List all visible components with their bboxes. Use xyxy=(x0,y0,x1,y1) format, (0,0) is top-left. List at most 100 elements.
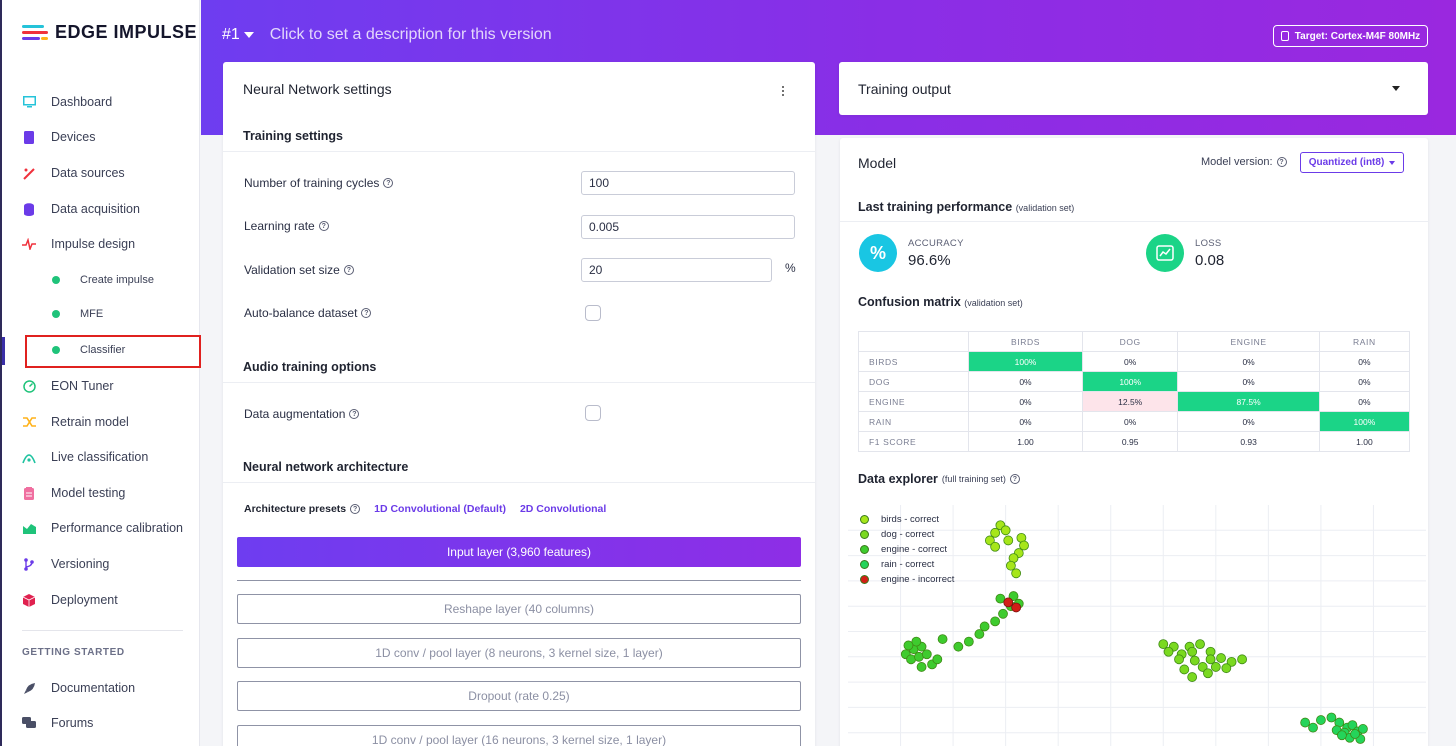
legend-entry[interactable]: birds - correct xyxy=(860,512,954,527)
sidebar-subitem-classifier[interactable]: Classifier xyxy=(52,341,125,359)
scatter-point[interactable] xyxy=(1179,664,1190,675)
sidebar-subitem-mfe[interactable]: MFE xyxy=(52,305,103,323)
help-icon[interactable]: ? xyxy=(350,504,361,514)
conv-layer-1-button[interactable]: 1D conv / pool layer (8 neurons, 3 kerne… xyxy=(237,638,801,668)
scatter-point[interactable] xyxy=(1347,720,1358,731)
scatter-point[interactable] xyxy=(1174,654,1184,665)
help-icon[interactable]: ? xyxy=(343,265,354,275)
sidebar-item-forums[interactable]: Forums xyxy=(22,713,93,733)
scatter-point[interactable] xyxy=(1187,646,1198,657)
help-icon[interactable]: ? xyxy=(383,178,394,188)
scatter-point[interactable] xyxy=(916,662,927,672)
scatter-point[interactable] xyxy=(953,641,964,652)
sidebar-item-eon-tuner[interactable]: EON Tuner xyxy=(22,376,114,396)
scatter-point[interactable] xyxy=(921,649,932,660)
learning-rate-input[interactable]: 0.005 xyxy=(581,215,795,239)
reshape-layer-button[interactable]: Reshape layer (40 columns) xyxy=(237,594,801,624)
legend-entry[interactable]: engine - correct xyxy=(860,542,954,557)
scatter-point[interactable] xyxy=(1000,525,1011,536)
scatter-point[interactable] xyxy=(1326,712,1337,723)
legend-entry[interactable]: dog - correct xyxy=(860,527,954,542)
scatter-point[interactable] xyxy=(990,616,1001,627)
sidebar-item-data-sources[interactable]: Data sources xyxy=(22,163,125,183)
preset-1d-link[interactable]: 1D Convolutional (Default) xyxy=(374,503,506,515)
sidebar-item-model-testing[interactable]: Model testing xyxy=(22,483,125,503)
sidebar-item-live-classification[interactable]: Live classification xyxy=(22,447,148,467)
training-cycles-input[interactable]: 100 xyxy=(581,171,795,195)
version-selector[interactable]: #1 Click to set a description for this v… xyxy=(222,26,552,44)
scatter-point[interactable] xyxy=(1308,722,1318,733)
training-output-card[interactable]: Training output xyxy=(839,62,1428,115)
scatter-point[interactable] xyxy=(1195,639,1205,650)
scatter-point[interactable] xyxy=(990,527,1001,538)
chevron-down-icon[interactable] xyxy=(1392,86,1400,91)
sidebar-item-impulse-design[interactable]: Impulse design xyxy=(22,234,135,254)
augmentation-checkbox[interactable] xyxy=(585,405,601,421)
help-icon[interactable]: ? xyxy=(361,308,372,318)
scatter-point[interactable] xyxy=(937,634,948,644)
validation-size-input[interactable]: 20 xyxy=(581,258,772,282)
scatter-point[interactable] xyxy=(1350,729,1360,739)
scatter-point[interactable] xyxy=(995,593,1006,604)
help-icon[interactable]: ? xyxy=(1009,474,1020,484)
scatter-point[interactable] xyxy=(1197,662,1208,672)
sidebar-item-devices[interactable]: Devices xyxy=(22,127,95,147)
sidebar-item-versioning[interactable]: Versioning xyxy=(22,554,109,574)
scatter-point[interactable] xyxy=(1011,602,1022,613)
scatter-point[interactable] xyxy=(979,621,990,632)
legend-entry[interactable]: rain - correct xyxy=(860,557,954,572)
sidebar-item-documentation[interactable]: Documentation xyxy=(22,678,135,698)
scatter-point[interactable] xyxy=(1221,663,1232,674)
help-icon[interactable]: ? xyxy=(349,409,360,419)
scatter-point[interactable] xyxy=(1003,535,1014,546)
dropout-layer-button[interactable]: Dropout (rate 0.25) xyxy=(237,681,801,711)
scatter-point[interactable] xyxy=(1203,668,1213,679)
scatter-point[interactable] xyxy=(903,640,914,651)
sidebar-item-dashboard[interactable]: Dashboard xyxy=(22,92,112,112)
help-icon[interactable]: ? xyxy=(1276,157,1287,167)
scatter-point[interactable] xyxy=(1210,662,1221,672)
model-version-select[interactable]: Quantized (int8) xyxy=(1300,152,1404,173)
auto-balance-checkbox[interactable] xyxy=(585,305,601,321)
scatter-point[interactable] xyxy=(1337,730,1347,741)
scatter-point[interactable] xyxy=(1358,724,1368,734)
sidebar-item-performance-calibration[interactable]: Performance calibration xyxy=(22,518,183,538)
scatter-point[interactable] xyxy=(1205,654,1216,665)
sidebar-item-data-acquisition[interactable]: Data acquisition xyxy=(22,199,140,219)
version-description[interactable]: Click to set a description for this vers… xyxy=(269,26,552,43)
scatter-point[interactable] xyxy=(1189,655,1200,666)
data-explorer-scatter[interactable] xyxy=(848,505,1426,746)
scatter-point[interactable] xyxy=(1163,646,1174,657)
scatter-point[interactable] xyxy=(1019,540,1029,551)
scatter-point[interactable] xyxy=(974,629,985,639)
scatter-point[interactable] xyxy=(963,636,974,647)
target-device-button[interactable]: Target: Cortex-M4F 80MHz xyxy=(1273,25,1428,47)
scatter-point[interactable] xyxy=(911,636,922,647)
version-number[interactable]: #1 xyxy=(222,26,254,44)
scatter-point[interactable] xyxy=(1316,715,1326,725)
sidebar-item-deployment[interactable]: Deployment xyxy=(22,590,118,610)
scatter-point[interactable] xyxy=(1011,568,1022,579)
sidebar-item-retrain-model[interactable]: Retrain model xyxy=(22,412,129,432)
scatter-point[interactable] xyxy=(1158,639,1169,650)
scatter-point[interactable] xyxy=(1005,560,1016,571)
scatter-point[interactable] xyxy=(984,535,995,546)
input-layer-button[interactable]: Input layer (3,960 features) xyxy=(237,537,801,567)
scatter-point[interactable] xyxy=(1003,597,1014,608)
scatter-point[interactable] xyxy=(1187,672,1198,682)
scatter-point[interactable] xyxy=(1237,654,1247,665)
scatter-point[interactable] xyxy=(1216,653,1226,663)
scatter-point[interactable] xyxy=(1300,717,1311,728)
scatter-point[interactable] xyxy=(998,608,1008,619)
conv-layer-2-button[interactable]: 1D conv / pool layer (16 neurons, 3 kern… xyxy=(237,725,801,746)
scatter-point[interactable] xyxy=(1008,591,1019,601)
more-options-icon[interactable] xyxy=(779,84,787,98)
scatter-point[interactable] xyxy=(932,654,943,665)
help-icon[interactable]: ? xyxy=(318,221,329,231)
preset-2d-link[interactable]: 2D Convolutional xyxy=(519,503,607,515)
scatter-point[interactable] xyxy=(990,541,1001,552)
scatter-point[interactable] xyxy=(1226,656,1237,667)
sidebar-subitem-create-impulse[interactable]: Create impulse xyxy=(52,271,154,289)
legend-entry[interactable]: engine - incorrect xyxy=(860,572,954,587)
logo[interactable]: EDGE IMPULSE xyxy=(22,22,197,43)
